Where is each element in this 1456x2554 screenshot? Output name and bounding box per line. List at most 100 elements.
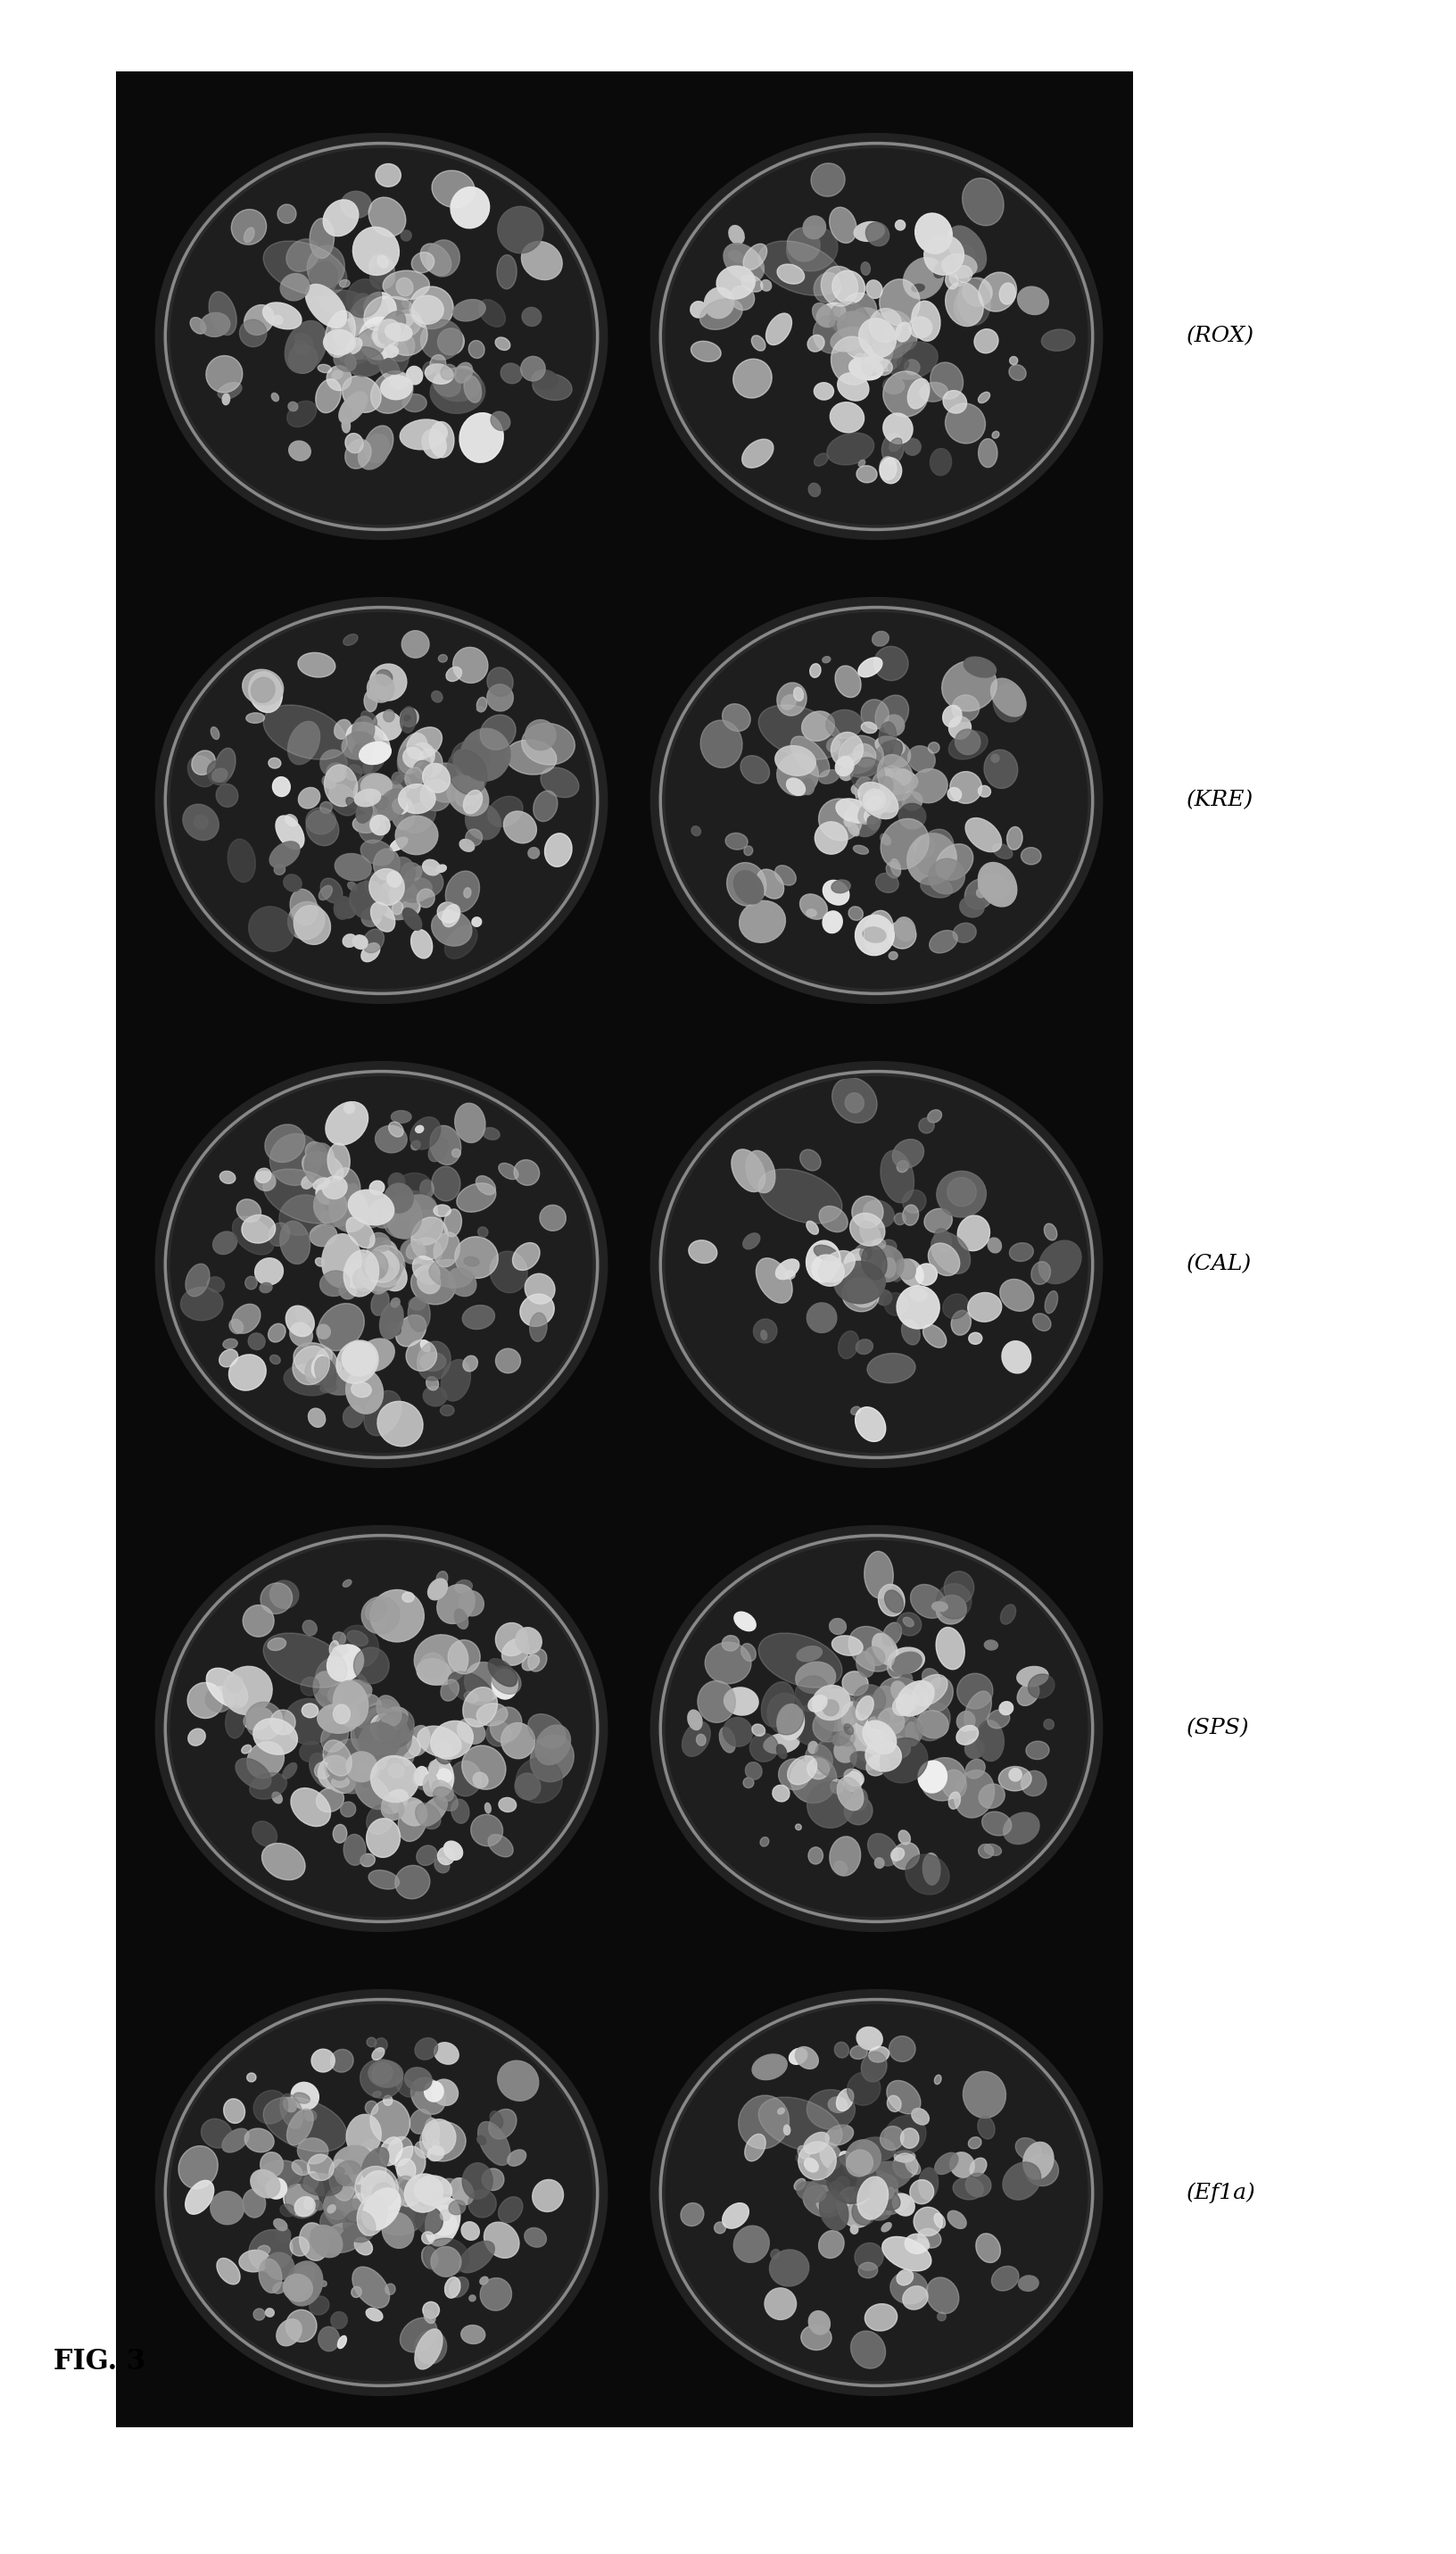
Ellipse shape [955,266,971,283]
Ellipse shape [425,2207,454,2232]
Ellipse shape [229,1320,243,1333]
Ellipse shape [827,432,874,465]
Ellipse shape [933,1228,951,1251]
Ellipse shape [272,314,282,324]
Ellipse shape [1002,2163,1040,2199]
Ellipse shape [380,1303,403,1338]
Ellipse shape [245,2127,274,2153]
Ellipse shape [453,646,488,682]
Ellipse shape [665,1078,1086,1453]
Ellipse shape [828,1619,846,1635]
Ellipse shape [878,723,895,751]
Ellipse shape [945,281,983,327]
Ellipse shape [976,2232,1000,2263]
Ellipse shape [865,1647,884,1665]
Ellipse shape [856,2028,882,2051]
Ellipse shape [456,1183,495,1213]
Ellipse shape [942,391,967,414]
Ellipse shape [437,1583,475,1624]
Ellipse shape [208,291,236,335]
Ellipse shape [314,1356,336,1387]
Ellipse shape [847,907,862,919]
Ellipse shape [951,1310,971,1336]
Ellipse shape [893,1139,923,1167]
Ellipse shape [448,1760,480,1795]
Ellipse shape [856,1652,874,1678]
Ellipse shape [221,2127,249,2153]
Ellipse shape [397,784,435,815]
Ellipse shape [364,324,396,355]
Ellipse shape [371,2048,384,2061]
Ellipse shape [314,1257,325,1267]
Ellipse shape [333,1681,368,1727]
Ellipse shape [498,2061,539,2102]
Ellipse shape [1028,1673,1054,1698]
Ellipse shape [383,710,395,723]
Ellipse shape [997,1767,1031,1790]
Ellipse shape [239,319,266,347]
Ellipse shape [514,1160,539,1185]
Ellipse shape [964,656,996,677]
Ellipse shape [833,1862,847,1875]
Ellipse shape [531,370,558,388]
Ellipse shape [317,365,332,373]
Ellipse shape [456,774,483,807]
Ellipse shape [855,1407,885,1440]
Ellipse shape [882,1257,895,1277]
Ellipse shape [815,304,844,327]
Ellipse shape [860,332,877,342]
Ellipse shape [170,1078,591,1453]
Ellipse shape [201,2120,232,2148]
Ellipse shape [906,1721,919,1747]
Ellipse shape [421,2248,438,2268]
Ellipse shape [400,863,421,881]
Ellipse shape [384,2283,395,2293]
Ellipse shape [444,1208,462,1236]
Ellipse shape [341,1801,355,1816]
Ellipse shape [760,1836,769,1847]
Ellipse shape [849,1721,890,1765]
Ellipse shape [367,674,395,702]
Ellipse shape [264,705,347,759]
Ellipse shape [464,1691,478,1704]
Ellipse shape [936,1172,986,1218]
Ellipse shape [930,363,962,398]
Ellipse shape [386,332,415,360]
Ellipse shape [920,876,952,896]
Ellipse shape [814,452,827,465]
Ellipse shape [990,679,1025,718]
Ellipse shape [927,1244,960,1274]
Ellipse shape [332,1645,348,1655]
Ellipse shape [476,697,486,713]
Ellipse shape [368,2061,403,2087]
Ellipse shape [294,340,309,355]
Ellipse shape [687,1711,702,1729]
Ellipse shape [269,1581,298,1609]
Ellipse shape [909,1287,926,1300]
Ellipse shape [253,2309,265,2319]
Ellipse shape [199,312,230,337]
Ellipse shape [333,1824,347,1844]
Ellipse shape [907,746,935,771]
Ellipse shape [837,1331,858,1359]
Ellipse shape [431,2214,457,2235]
Ellipse shape [370,1714,396,1742]
Ellipse shape [377,319,387,329]
Ellipse shape [463,789,482,815]
Ellipse shape [448,2278,469,2299]
Ellipse shape [333,720,351,738]
Ellipse shape [440,2209,450,2219]
Ellipse shape [852,1195,882,1228]
Ellipse shape [352,715,374,746]
Ellipse shape [814,1246,837,1262]
Ellipse shape [486,1721,511,1747]
Ellipse shape [352,327,390,360]
Ellipse shape [285,2171,323,2219]
Ellipse shape [347,1752,377,1783]
Ellipse shape [844,807,865,827]
Ellipse shape [495,1349,520,1374]
Ellipse shape [333,1167,360,1205]
Ellipse shape [285,2309,316,2342]
Ellipse shape [463,1688,496,1727]
Ellipse shape [846,2140,881,2173]
